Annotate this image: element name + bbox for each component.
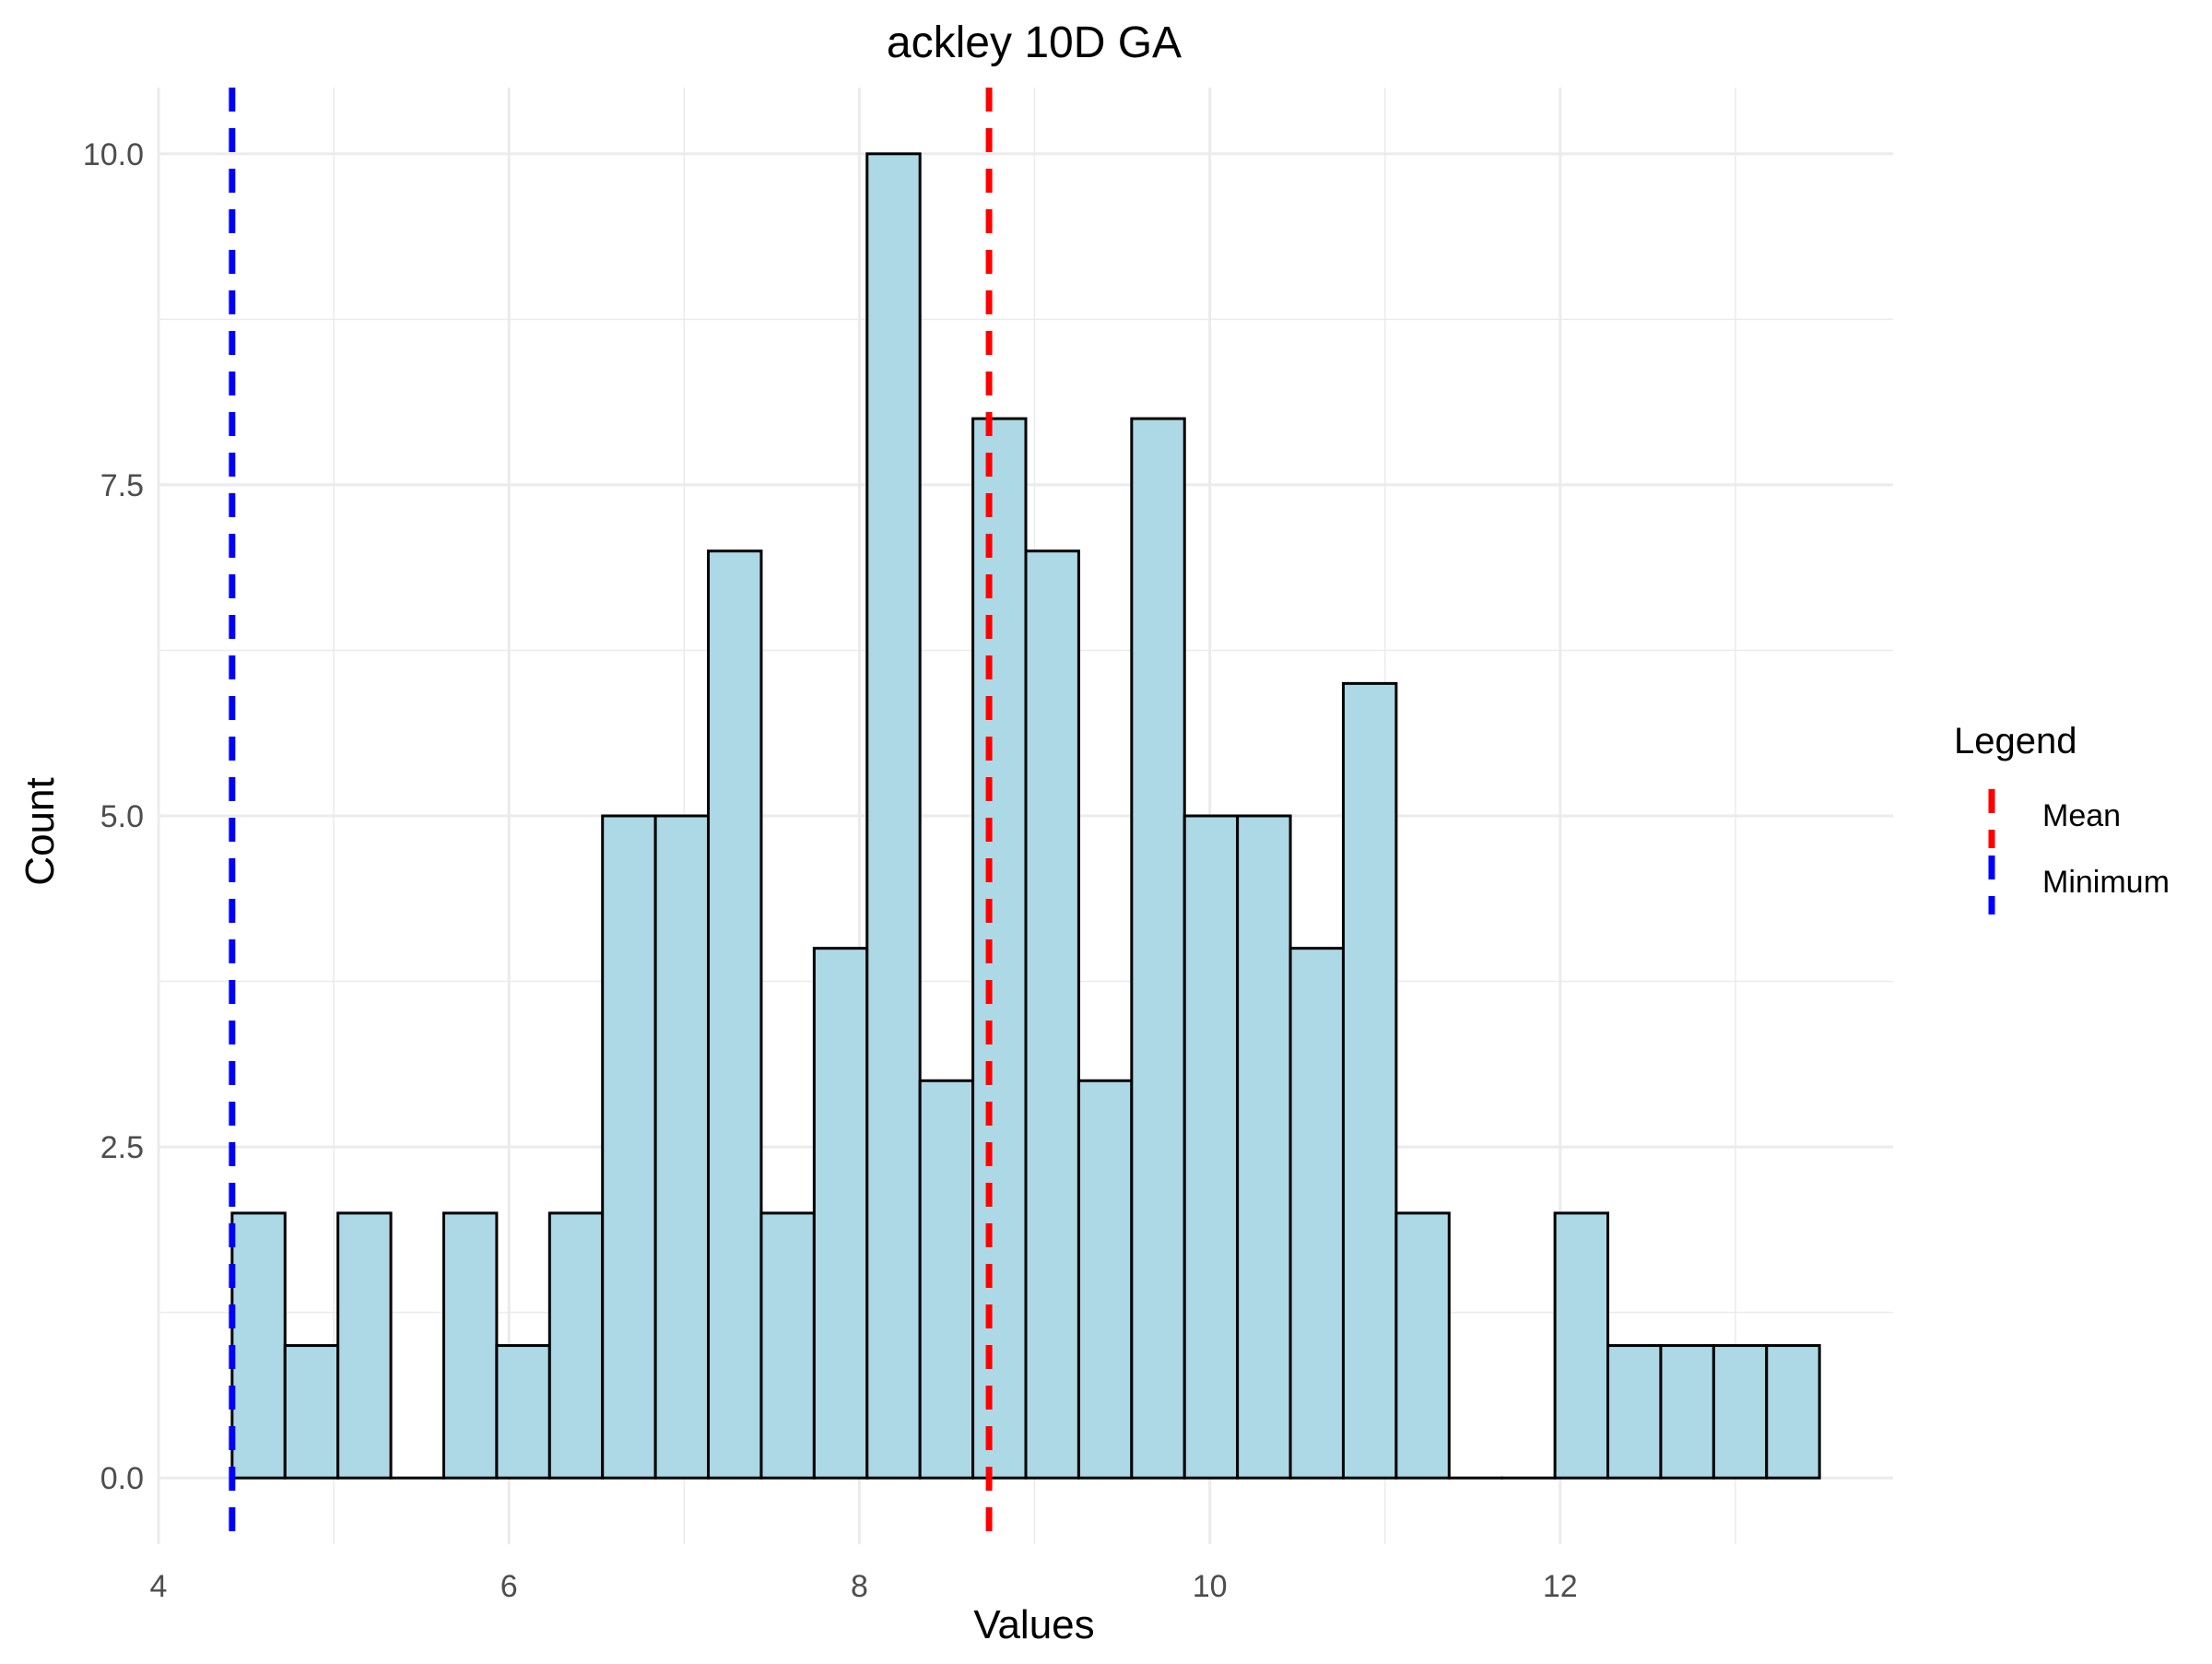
histogram-bar	[1661, 1346, 1713, 1479]
histogram-bar	[443, 1213, 496, 1478]
histogram-bar	[920, 1080, 972, 1478]
legend: Legend Mean Minimum	[1954, 721, 2170, 915]
histogram-bar	[1713, 1346, 1766, 1479]
histogram-bar	[1608, 1346, 1661, 1479]
histogram-bar	[973, 419, 1026, 1478]
y-tick-label: 0.0	[100, 1461, 144, 1496]
histogram-bar	[867, 154, 920, 1478]
histogram-bar	[709, 551, 761, 1478]
histogram-bar	[603, 816, 655, 1478]
histogram-bar	[1555, 1213, 1607, 1478]
histogram-bar	[655, 816, 708, 1478]
x-tick-label: 6	[500, 1569, 518, 1604]
histogram-bar	[232, 1213, 285, 1478]
legend-title: Legend	[1954, 721, 2077, 761]
histogram-bar	[1767, 1346, 1819, 1479]
histogram-bar	[1343, 683, 1395, 1478]
y-tick-label: 10.0	[83, 137, 144, 172]
y-tick-label: 7.5	[100, 468, 144, 503]
y-tick-label: 2.5	[100, 1130, 144, 1165]
histogram-bar	[1026, 551, 1078, 1478]
histogram-bar	[1132, 419, 1184, 1478]
legend-label-minimum: Minimum	[2042, 865, 2170, 900]
histogram-bar	[1396, 1213, 1449, 1478]
histogram-bar	[814, 949, 866, 1479]
legend-label-mean: Mean	[2042, 798, 2121, 833]
histogram-bar	[761, 1213, 814, 1478]
legend-entries: Mean Minimum	[1992, 782, 2170, 915]
histogram-bar	[1290, 949, 1343, 1479]
x-tick-label: 8	[851, 1569, 868, 1604]
histogram-bar	[1238, 816, 1290, 1478]
histogram-bar	[1184, 816, 1237, 1478]
chart-title: ackley 10D GA	[887, 18, 1182, 67]
histogram-bar	[285, 1346, 337, 1479]
histogram-bar	[338, 1213, 391, 1478]
x-tick-label: 10	[1193, 1569, 1228, 1604]
histogram-bar	[497, 1346, 549, 1479]
x-axis-label: Values	[973, 1602, 1094, 1647]
x-tick-label: 12	[1543, 1569, 1578, 1604]
histogram-bar	[1078, 1080, 1131, 1478]
y-tick-label: 5.0	[100, 799, 144, 834]
y-axis-label: Count	[18, 777, 63, 885]
histogram-bar	[549, 1213, 602, 1478]
x-tick-label: 4	[150, 1569, 168, 1604]
